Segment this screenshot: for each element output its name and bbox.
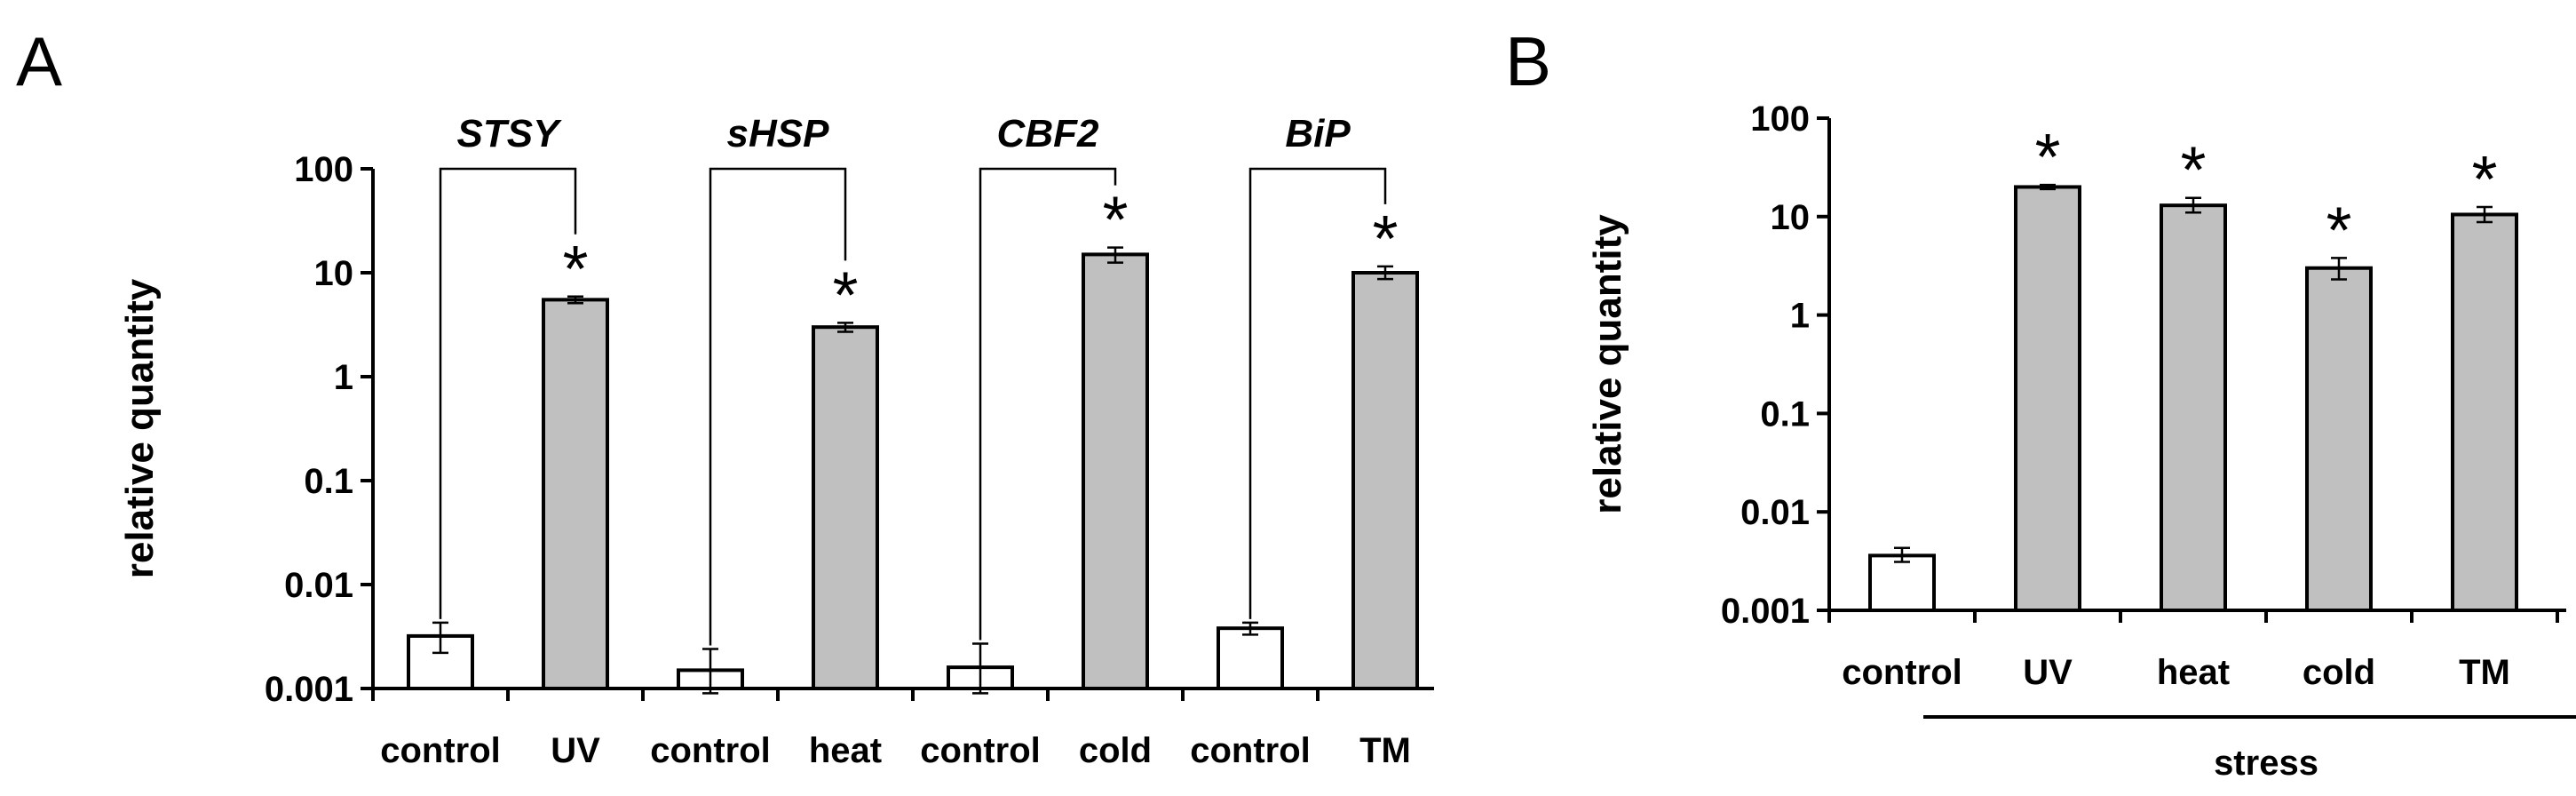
x-category-label: control: [1190, 731, 1311, 770]
gene-label: BiP: [1285, 112, 1351, 155]
x-category-label: control: [650, 731, 771, 770]
chart-panel-a: relative quantity 0.001 0.01 0.1 1 10 100 contr…: [118, 112, 1434, 770]
significance-asterisk: *: [2035, 120, 2061, 194]
bar-UV: [2014, 185, 2081, 613]
y-tick-label: 0.01: [284, 566, 353, 605]
gene-label: STSY: [457, 112, 563, 155]
bar-control: [1868, 553, 1936, 613]
y-tick-label: 0.001: [1721, 592, 1810, 631]
significance-asterisk: *: [2181, 133, 2207, 207]
y-tick-label: 100: [1750, 100, 1810, 139]
y-tick-label: 0.01: [1740, 493, 1810, 532]
bar-cold: [1082, 252, 1149, 690]
y-tick-label: 10: [1771, 198, 1811, 237]
y-tick-label: 100: [294, 150, 353, 189]
significance-asterisk: *: [2326, 193, 2352, 267]
comparison-bracket: [439, 167, 577, 619]
significance-asterisk: *: [833, 258, 859, 331]
x-category-label: TM: [1359, 731, 1411, 770]
bar-control: [1217, 626, 1284, 691]
bar-UV: [542, 298, 609, 690]
comparison-bracket: [979, 167, 1117, 641]
y-tick-label: 1: [1790, 297, 1810, 336]
y-tick-label: 0.1: [1760, 394, 1810, 434]
gene-label: CBF2: [997, 112, 1099, 155]
panel-label-b: B: [1505, 22, 1551, 100]
x-category-label: control: [1842, 653, 1962, 692]
bar-heat: [812, 325, 879, 690]
stress-group-label: stress: [2214, 744, 2318, 783]
comparison-bracket: [1248, 167, 1387, 619]
x-category-label: TM: [2459, 653, 2510, 692]
x-category-label: UV: [2023, 653, 2073, 692]
x-category-label: cold: [2303, 653, 2375, 692]
x-category-label: heat: [809, 731, 882, 770]
significance-asterisk: *: [1373, 202, 1399, 275]
chart-panel-b: relative quantity 0.001 0.01 0.1 1 10 100 contr…: [1586, 100, 2576, 783]
significance-asterisk: *: [1103, 183, 1129, 257]
x-category-label: cold: [1079, 731, 1152, 770]
significance-asterisk: *: [2472, 142, 2498, 216]
bar-TM: [1351, 271, 1419, 690]
y-axis-label: relative quantity: [118, 278, 162, 578]
y-tick-label: 0.001: [265, 670, 353, 709]
x-category-label: control: [380, 731, 501, 770]
bar-heat: [2160, 203, 2227, 612]
y-tick-label: 1: [334, 358, 353, 397]
x-category-label: heat: [2157, 653, 2230, 692]
y-tick-label: 10: [314, 254, 354, 293]
gene-label: sHSP: [727, 112, 830, 155]
bar-TM: [2451, 212, 2518, 612]
bar-control: [407, 633, 474, 691]
bar-cold: [2305, 266, 2373, 612]
significance-asterisk: *: [563, 232, 589, 306]
y-tick-label: 0.1: [304, 462, 353, 501]
x-category-label: UV: [551, 731, 600, 770]
x-category-label: control: [920, 731, 1041, 770]
panel-label-a: A: [16, 22, 62, 100]
y-axis-label: relative quantity: [1586, 214, 1629, 514]
comparison-bracket: [709, 167, 847, 646]
